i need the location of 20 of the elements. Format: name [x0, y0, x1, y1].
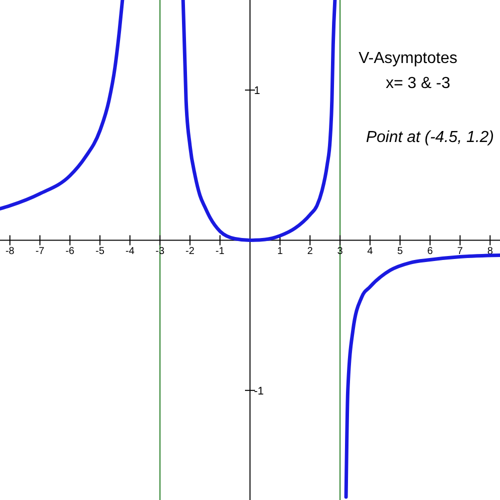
x-tick-label: 8: [487, 246, 494, 258]
x-tick-label: 2: [307, 246, 314, 258]
line-series: [181, 0, 337, 242]
x-tick-label: -8: [5, 246, 15, 258]
text: V-Asymptotes: [358, 50, 458, 67]
x-tick-label: -6: [65, 246, 75, 258]
annotation: Point at (-4.5, 1.2): [366, 129, 494, 146]
text: x= 3 & -3: [386, 75, 450, 92]
x-tick-label: 4: [367, 246, 374, 258]
x-tick-label: -4: [126, 246, 135, 258]
x-tick-label: 7: [457, 246, 464, 258]
x-tick-label: -1: [216, 246, 225, 258]
x-tick-label: -2: [186, 246, 195, 258]
x-tick-label: -7: [35, 246, 45, 258]
x-tick-label: 6: [427, 246, 434, 258]
line-series: [0, 0, 124, 210]
x-tick-label: 1: [277, 246, 284, 258]
x-tick-label: -5: [95, 246, 105, 258]
line-series: [344, 254, 500, 499]
x-tick-label: 5: [397, 246, 404, 258]
